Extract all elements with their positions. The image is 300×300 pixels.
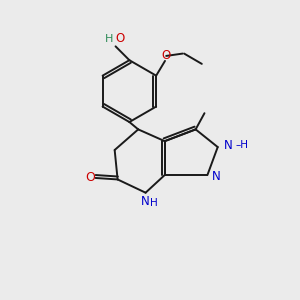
Text: N: N [224,139,232,152]
Text: O: O [161,50,171,62]
Text: N: N [212,170,220,183]
Text: O: O [115,32,124,45]
Text: –H: –H [236,140,249,150]
Text: N: N [141,195,150,208]
Text: H: H [105,34,113,44]
Text: O: O [85,172,95,184]
Text: H: H [150,198,158,208]
